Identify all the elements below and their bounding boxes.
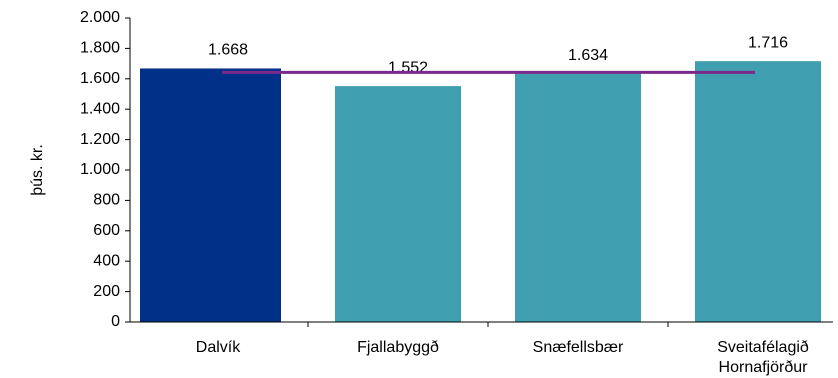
y-tick-label: 1.800 [80, 40, 120, 57]
x-tick-label: Snæfellsbær [532, 339, 624, 356]
y-axis-label: þús. kr. [29, 144, 46, 196]
y-tick-label: 1.400 [80, 100, 120, 117]
y-tick-label: 200 [93, 283, 120, 300]
bar [140, 68, 281, 323]
value-label: 1.668 [208, 42, 248, 59]
bar [515, 73, 641, 322]
y-tick-label: 1.200 [80, 131, 120, 148]
x-tick-label: Sveitafélagið Hornafjörður [717, 339, 809, 376]
bar [695, 61, 821, 322]
y-tick-label: 600 [93, 222, 120, 239]
y-tick-label: 2.000 [80, 9, 120, 26]
value-label: 1.634 [568, 47, 608, 64]
x-tick-label: Fjallabyggð [357, 339, 439, 356]
y-tick-label: 1.000 [80, 161, 120, 178]
y-tick-label: 400 [93, 252, 120, 269]
y-tick-label: 0 [111, 313, 120, 330]
y-tick-label: 800 [93, 192, 120, 209]
bar [335, 86, 461, 322]
x-tick-label: Dalvík [195, 339, 241, 356]
y-tick-label: 1.600 [80, 70, 120, 87]
value-label: 1.716 [748, 34, 788, 51]
